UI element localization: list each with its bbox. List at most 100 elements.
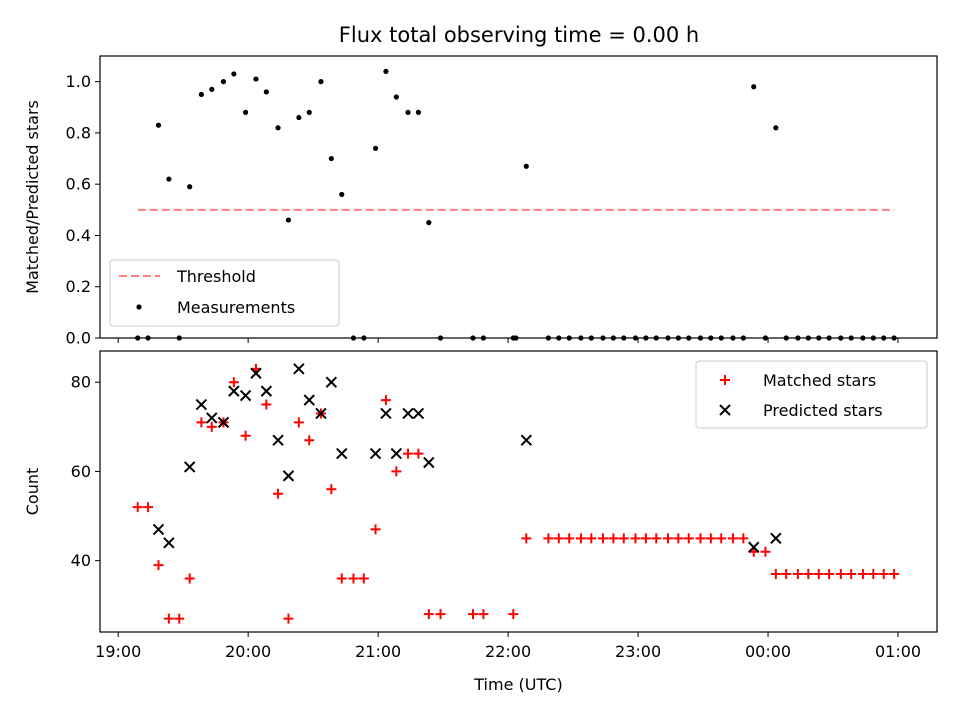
matched-star-point — [336, 573, 347, 584]
measurement-point — [318, 79, 324, 85]
measurement-point — [437, 335, 444, 341]
measurement-point — [275, 125, 281, 131]
matched-star-point — [348, 573, 359, 584]
matched-star-point — [553, 533, 564, 544]
matched-star-point — [435, 609, 446, 620]
predicted-star-point — [423, 456, 435, 469]
y-tick-label: 40 — [71, 551, 91, 570]
predicted-star-point — [152, 523, 165, 536]
predicted-star-point — [390, 447, 403, 460]
matched-star-point — [240, 430, 251, 441]
predicted-star-point — [250, 367, 262, 380]
matched-star-point — [153, 560, 164, 571]
matched-star-point — [403, 448, 414, 459]
predicted-star-point — [412, 407, 425, 420]
measurement-point — [762, 335, 769, 341]
predicted-star-point — [520, 434, 533, 446]
measurement-point — [783, 335, 789, 341]
x-tick-label: 20:00 — [225, 642, 271, 661]
matched-star-point — [781, 569, 792, 580]
matched-star-point — [857, 569, 868, 580]
matched-star-point — [304, 435, 315, 446]
predicted-star-point — [183, 461, 196, 473]
predicted-star-point — [260, 385, 273, 397]
matched-star-point — [326, 484, 337, 495]
measurement-point — [697, 335, 704, 341]
measurement-point — [350, 335, 357, 341]
y-tick-label: 0.2 — [66, 277, 91, 296]
y-axis-label: Count — [23, 468, 42, 516]
measurement-point — [881, 335, 887, 341]
predicted-star-point — [748, 541, 760, 553]
matched-star-point — [813, 569, 824, 580]
measurement-point — [860, 335, 866, 341]
measurement-point — [632, 335, 639, 341]
top-axes: 0.0 0.2 0.4 0.6 0.8 1.0 Matched/Predicted star… — [23, 55, 938, 348]
predicted-star-point — [163, 537, 175, 549]
measurement-point — [361, 335, 367, 341]
measurement-point — [372, 145, 379, 151]
legend-predicted-label: Predicted stars — [763, 401, 883, 420]
predicted-star-point — [303, 394, 315, 406]
legend-predicted-swatch — [719, 404, 731, 416]
matched-star-point — [716, 533, 727, 544]
legend-box — [695, 360, 928, 429]
measurement-point — [415, 109, 422, 115]
y-tick-label: 0.4 — [66, 226, 91, 245]
matched-star-point — [683, 533, 694, 544]
y-tick-label: 0.8 — [66, 123, 91, 142]
matched-star-point — [423, 609, 434, 620]
predicted-star-point — [380, 407, 392, 420]
matched-star-point — [868, 569, 879, 580]
matched-star-point — [273, 488, 284, 499]
predicted-star-point — [282, 470, 295, 482]
legend-matched-swatch — [720, 375, 730, 385]
measurement-point — [665, 335, 671, 341]
measurement-point — [805, 335, 811, 341]
legend-measurement-label: Measurements — [177, 298, 295, 317]
measurement-point — [600, 335, 606, 341]
measurement-point — [135, 335, 141, 341]
matched-star-point — [846, 569, 857, 580]
measurement-point — [405, 109, 411, 115]
bottom-axes: 40 60 80 19:00 20:00 21:00 22:00 23:00 00:00 01:0… — [23, 350, 938, 694]
matched-star-point — [618, 533, 629, 544]
measurement-point — [285, 217, 292, 223]
legend-threshold-label: Threshold — [176, 267, 256, 286]
measurement-point — [718, 335, 724, 341]
predicted-star-point — [770, 532, 782, 545]
matched-star-point — [228, 377, 239, 388]
matched-star-point — [391, 466, 402, 477]
x-tick-label: 21:00 — [355, 642, 401, 661]
measurement-point — [513, 335, 519, 341]
y-tick-label: 1.0 — [66, 72, 91, 91]
predicted-star-point — [217, 416, 230, 429]
matched-star-point — [468, 609, 479, 620]
matched-star-point — [770, 569, 781, 580]
measurement-point — [588, 335, 594, 341]
measurement-point — [848, 335, 854, 341]
measurement-point — [426, 220, 432, 226]
matched-star-point — [413, 448, 424, 459]
matched-star-point — [543, 533, 554, 544]
predicted-star-point — [206, 412, 218, 424]
predicted-star-point — [402, 407, 414, 420]
measurement-point — [198, 91, 204, 98]
matched-star-point — [803, 569, 814, 580]
measurement-point — [523, 163, 529, 169]
matched-star-point — [792, 569, 803, 580]
x-tick-label: 19:00 — [95, 642, 141, 661]
measurement-point — [891, 335, 897, 341]
x-tick-label: 22:00 — [485, 642, 531, 661]
measurement-point — [675, 335, 681, 341]
matched-star-point — [835, 569, 846, 580]
matched-star-point — [564, 533, 575, 544]
measurement-point — [730, 335, 736, 341]
predicted-star-point — [315, 407, 327, 420]
y-tick-label: 80 — [71, 373, 91, 392]
matched-star-point — [143, 502, 154, 513]
chart-title: Flux total observing time = 0.00 h — [339, 23, 699, 47]
matched-star-point — [727, 533, 738, 544]
matched-star-point — [174, 613, 185, 624]
measurement-point — [253, 76, 259, 82]
